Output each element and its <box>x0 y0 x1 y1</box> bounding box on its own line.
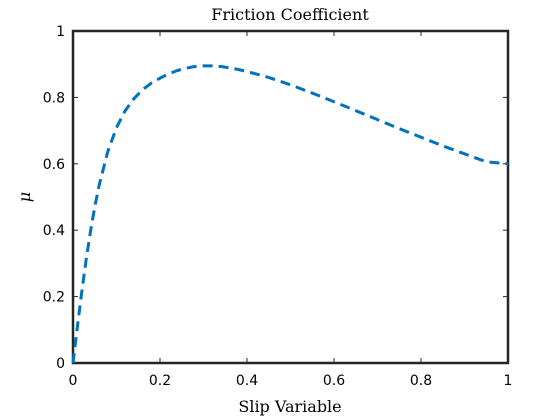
y-tick-label: 0.4 <box>43 223 65 239</box>
chart-title: Friction Coefficient <box>211 5 369 24</box>
x-tick-label: 0.2 <box>149 373 171 389</box>
y-tick-label: 0.2 <box>43 290 65 306</box>
x-tick-label: 0.6 <box>323 373 345 389</box>
y-tick-label: 0.6 <box>43 157 65 173</box>
y-tick-label: 0 <box>56 356 65 372</box>
x-tick-label: 1 <box>504 373 513 389</box>
x-tick-label: 0 <box>69 373 78 389</box>
y-axis-label: μ <box>15 192 34 202</box>
plot-area: 0 0.2 0.4 0.6 0.8 1 0 0.2 0.4 0.6 0.8 1 <box>43 24 513 389</box>
x-axis-label: Slip Variable <box>238 397 341 416</box>
axes-box <box>71 29 510 365</box>
x-tick-label: 0.4 <box>236 373 258 389</box>
y-tick-label: 0.8 <box>43 90 65 106</box>
y-tick-label: 1 <box>56 24 65 40</box>
x-tick-label: 0.8 <box>410 373 432 389</box>
series-line-0 <box>71 64 509 364</box>
